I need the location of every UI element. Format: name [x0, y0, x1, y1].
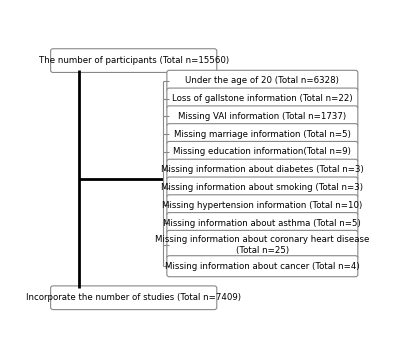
FancyBboxPatch shape — [167, 212, 358, 233]
FancyBboxPatch shape — [51, 49, 217, 72]
Text: Missing information about coronary heart disease
(Total n=25): Missing information about coronary heart… — [155, 234, 370, 255]
Text: Missing information about diabetes (Total n=3): Missing information about diabetes (Tota… — [161, 165, 364, 174]
FancyBboxPatch shape — [51, 286, 217, 310]
FancyBboxPatch shape — [167, 195, 358, 216]
FancyBboxPatch shape — [167, 230, 358, 259]
Text: Missing information about asthma (Total n=5): Missing information about asthma (Total … — [164, 219, 361, 228]
FancyBboxPatch shape — [167, 256, 358, 277]
FancyBboxPatch shape — [167, 124, 358, 145]
Text: Loss of gallstone information (Total n=22): Loss of gallstone information (Total n=2… — [172, 94, 353, 103]
Text: Missing information about smoking (Total n=3): Missing information about smoking (Total… — [161, 183, 363, 192]
Text: Missing information about cancer (Total n=4): Missing information about cancer (Total … — [165, 262, 360, 271]
FancyBboxPatch shape — [167, 70, 358, 91]
Text: Missing education information(Total n=9): Missing education information(Total n=9) — [174, 147, 351, 156]
Text: Missing marriage information (Total n=5): Missing marriage information (Total n=5) — [174, 130, 351, 139]
Text: Under the age of 20 (Total n=6328): Under the age of 20 (Total n=6328) — [186, 76, 339, 85]
Text: Missing VAI information (Total n=1737): Missing VAI information (Total n=1737) — [178, 112, 346, 121]
Text: Incorporate the number of studies (Total n=7409): Incorporate the number of studies (Total… — [26, 293, 241, 302]
FancyBboxPatch shape — [167, 141, 358, 162]
FancyBboxPatch shape — [167, 159, 358, 180]
Text: Missing hypertension information (Total n=10): Missing hypertension information (Total … — [162, 201, 362, 210]
FancyBboxPatch shape — [167, 88, 358, 109]
FancyBboxPatch shape — [167, 177, 358, 198]
FancyBboxPatch shape — [167, 106, 358, 127]
Text: The number of participants (Total n=15560): The number of participants (Total n=1556… — [39, 56, 229, 65]
